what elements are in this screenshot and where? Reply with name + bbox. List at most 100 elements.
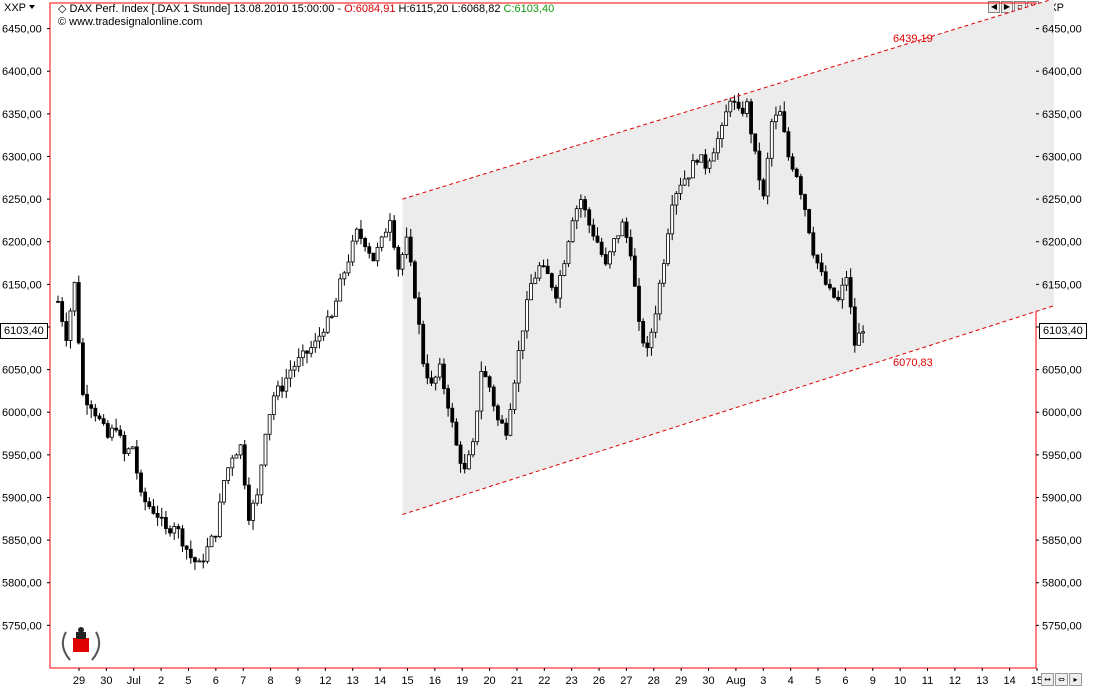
candle-body xyxy=(255,494,260,504)
zoom-out-icon[interactable]: ↔ xyxy=(1041,673,1054,686)
scroll-left-icon[interactable]: ◀ xyxy=(988,1,1000,13)
candle-body xyxy=(794,168,799,177)
candle-body xyxy=(554,286,558,299)
candle-body xyxy=(246,484,251,521)
candle-body xyxy=(85,394,89,406)
candle-body xyxy=(848,277,853,308)
candle-body xyxy=(251,502,255,521)
candle-body xyxy=(76,282,81,344)
candle-body xyxy=(608,251,612,265)
x-tick-label: 12 xyxy=(319,675,331,687)
channel-fill xyxy=(402,0,1054,515)
candle-body xyxy=(155,513,160,518)
candle-body xyxy=(591,224,596,237)
candle-body xyxy=(508,409,513,436)
candle-body xyxy=(483,371,488,378)
candle-body xyxy=(653,313,658,333)
candle-body xyxy=(736,101,741,109)
candle-body xyxy=(529,283,533,301)
candle-body xyxy=(313,340,318,349)
candle-body xyxy=(437,363,442,378)
candle-body xyxy=(525,299,529,332)
zoom-in-icon[interactable]: ⇔ xyxy=(1055,673,1068,686)
candle-body xyxy=(60,301,65,322)
instrument-title: DAX Perf. Index [.DAX 1 Stunde] 13.08.20… xyxy=(69,3,345,15)
candle-body xyxy=(450,407,455,423)
current-price-left: 6103,40 xyxy=(0,323,48,339)
candle-body xyxy=(811,232,816,256)
candle-body xyxy=(852,306,857,346)
candle-body xyxy=(637,285,641,322)
candle-body xyxy=(284,377,289,392)
candle-body xyxy=(583,199,587,211)
candle-body xyxy=(782,111,787,133)
candle-body xyxy=(819,262,824,273)
candle-body xyxy=(823,271,828,285)
candle-body xyxy=(562,263,567,276)
candle-body xyxy=(93,407,98,417)
scroll-right-icon[interactable]: ▶ xyxy=(1001,1,1013,13)
y-tick-label-right: 5950,00 xyxy=(1042,450,1082,462)
candle-body xyxy=(691,160,695,179)
candle-body xyxy=(97,415,102,420)
y-tick-label-right: 5800,00 xyxy=(1042,578,1082,590)
y-tick-label-left: 5800,00 xyxy=(2,578,42,590)
candle-body xyxy=(549,273,554,288)
candle-body xyxy=(139,472,143,493)
y-tick-label-left: 6250,00 xyxy=(2,194,42,206)
candle-body xyxy=(641,321,646,344)
candle-body xyxy=(645,342,650,349)
candle-body xyxy=(475,410,480,443)
candle-body xyxy=(408,236,413,263)
candle-body xyxy=(359,228,363,239)
x-tick-label: 30 xyxy=(702,675,714,687)
x-tick-label: 6 xyxy=(842,675,848,687)
channel-lower-label: 6070,83 xyxy=(893,357,933,369)
x-tick-label: 9 xyxy=(870,675,876,687)
candle-body xyxy=(790,156,795,170)
candle-body xyxy=(695,160,699,163)
x-tick-label: 15 xyxy=(1031,675,1043,687)
candle-body xyxy=(134,446,139,474)
candle-body xyxy=(433,376,438,384)
y-tick-label-right: 6450,00 xyxy=(1042,24,1082,36)
candle-body xyxy=(379,236,384,248)
channel-lower-line xyxy=(402,305,1055,516)
candle-body xyxy=(305,350,309,354)
candle-body xyxy=(180,528,185,547)
x-tick-label: 23 xyxy=(566,675,578,687)
candle-body xyxy=(500,419,504,424)
scroll-end-icon[interactable]: ▸ xyxy=(1069,673,1082,686)
candle-body xyxy=(329,315,334,318)
candle-body xyxy=(711,152,716,162)
x-tick-label: 21 xyxy=(511,675,523,687)
y-tick-label-right: 6400,00 xyxy=(1042,66,1082,78)
x-tick-label: 12 xyxy=(949,675,961,687)
candle-body xyxy=(844,277,849,286)
x-tick-label: Aug xyxy=(726,675,746,687)
candle-body xyxy=(471,441,475,456)
website-credit: © www.tradesignalonline.com xyxy=(58,16,203,28)
candle-body xyxy=(828,283,832,289)
candle-body xyxy=(703,154,708,169)
symbol-selector-left[interactable]: XXP xyxy=(4,2,36,14)
candle-body xyxy=(242,444,247,486)
candle-body xyxy=(421,323,426,365)
candle-body xyxy=(446,388,451,409)
candle-body xyxy=(271,395,276,415)
channel-upper-line xyxy=(402,0,1052,200)
candle-body xyxy=(122,434,127,455)
y-tick-label-right: 5900,00 xyxy=(1042,492,1082,504)
candle-body xyxy=(300,350,305,359)
x-tick-label: 28 xyxy=(648,675,660,687)
candle-body xyxy=(292,365,297,371)
x-tick-label: 29 xyxy=(675,675,687,687)
x-tick-label: 22 xyxy=(538,675,550,687)
y-tick-label-right: 5750,00 xyxy=(1042,620,1082,632)
candle-body xyxy=(263,433,268,466)
y-tick-label-left: 5900,00 xyxy=(2,492,42,504)
candle-body xyxy=(840,284,845,301)
candle-body xyxy=(541,265,546,268)
candle-body xyxy=(334,300,338,317)
